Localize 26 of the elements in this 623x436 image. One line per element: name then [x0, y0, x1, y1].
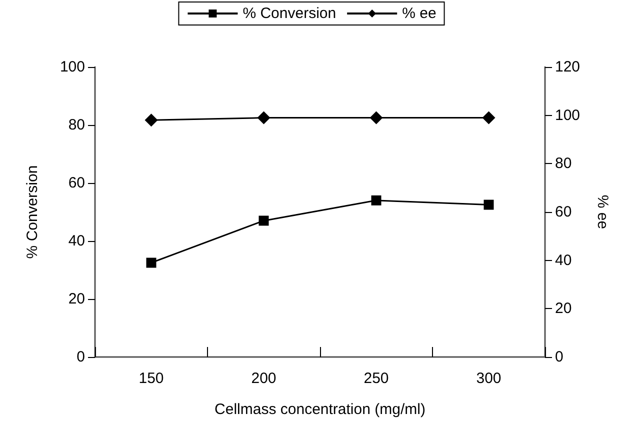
y2-tick-label: 120 — [555, 58, 580, 76]
x-axis-title: Cellmass concentration (mg/ml) — [214, 401, 426, 418]
y2-tick-label: 0 — [555, 348, 564, 366]
y-tick-label: 20 — [68, 290, 85, 308]
x-tick-label: 250 — [364, 370, 389, 387]
y2-tick-label: 60 — [555, 204, 572, 220]
legend-label: % Conversion — [242, 5, 336, 22]
y-tick-label: 0 — [76, 348, 85, 366]
y-tick-label: 60 — [68, 174, 85, 192]
point — [146, 258, 156, 268]
x-tick-label: 200 — [251, 370, 276, 387]
point — [371, 195, 382, 206]
y-tick-label: 100 — [60, 58, 85, 76]
y2-tick-label: 40 — [555, 252, 572, 269]
point — [258, 216, 269, 226]
y2-axis-title: % ee — [594, 194, 611, 230]
x-tick-label: 300 — [476, 370, 502, 387]
legend-label: % ee — [402, 5, 436, 22]
y-tick-label: 40 — [68, 232, 85, 250]
y-tick-label: 80 — [68, 116, 85, 134]
y2-tick-label: 100 — [555, 106, 580, 124]
point — [484, 200, 494, 210]
x-tick-label: 150 — [138, 370, 164, 387]
y-axis-title: % Conversion — [24, 165, 41, 259]
y2-tick-label: 80 — [555, 155, 572, 172]
y2-tick-label: 20 — [555, 300, 572, 318]
